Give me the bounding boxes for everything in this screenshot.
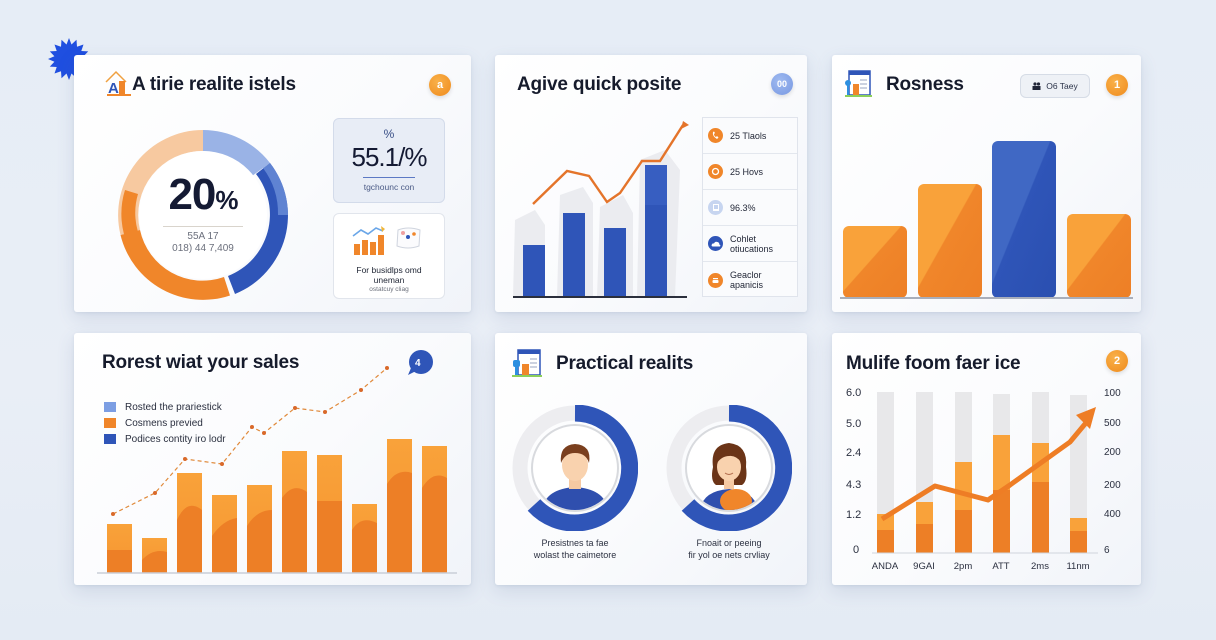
man-avatar-icon bbox=[542, 444, 608, 510]
target-icon bbox=[708, 164, 723, 179]
y-tick-left: 4.3 bbox=[846, 479, 862, 491]
notification-badge[interactable]: 1 bbox=[1106, 74, 1128, 96]
list-item[interactable]: 25 Hovs bbox=[703, 154, 797, 190]
info-text: For busidlps omd uneman bbox=[356, 265, 422, 285]
card-title: Rosness bbox=[886, 74, 964, 95]
card-title: Mulife foom faer ice bbox=[846, 353, 1021, 374]
legend-swatch bbox=[104, 434, 116, 444]
person-ring-chart-2 bbox=[666, 405, 792, 531]
y-tick-right: 100 bbox=[1104, 388, 1121, 399]
legend-swatch bbox=[104, 402, 116, 412]
chart-legend: Rosted the prariestick Cosmens previed P… bbox=[104, 399, 226, 447]
x-tick: 11nm bbox=[1066, 561, 1090, 572]
card-title: Rorest wiat your sales bbox=[102, 352, 300, 373]
y-tick-left: 5.0 bbox=[846, 418, 862, 430]
divider bbox=[163, 225, 243, 227]
sales-bar-line-chart bbox=[97, 366, 457, 574]
woman-avatar-icon bbox=[700, 443, 758, 510]
list-label: 25 Tlaols bbox=[730, 130, 767, 141]
card-title: Practical realits bbox=[556, 353, 694, 374]
donut-chart: 20% 55A 17 018) 44 7,409 bbox=[118, 130, 288, 300]
house-chart-logo-icon: A bbox=[105, 70, 131, 97]
x-tick: 2ms bbox=[1031, 561, 1049, 572]
tablet-device-icon bbox=[396, 227, 421, 249]
y-tick-left: 1.2 bbox=[846, 509, 862, 521]
person-ring-chart-1 bbox=[512, 405, 638, 531]
combo-bar-line-chart bbox=[872, 392, 1098, 554]
list-item[interactable]: Cohlet otiucations bbox=[703, 226, 797, 262]
svg-text:4: 4 bbox=[415, 358, 421, 369]
donut-sub-2: 018) 44 7,409 bbox=[172, 242, 234, 254]
filter-button[interactable]: O6 Taey bbox=[1020, 74, 1090, 98]
legend-label: Cosmens previed bbox=[125, 417, 203, 429]
donut-value: 20% bbox=[168, 169, 238, 219]
y-tick-left: 2.4 bbox=[846, 447, 862, 459]
list-label: 96.3% bbox=[730, 202, 756, 213]
legend-label: Rosted the prariestick bbox=[125, 401, 222, 413]
card-title: A tirie realite istels bbox=[132, 74, 296, 95]
bar-chart-trend-icon bbox=[352, 226, 385, 255]
donut-center: 20% 55A 17 018) 44 7,409 bbox=[118, 130, 288, 300]
stat-unit: % bbox=[383, 127, 395, 141]
people-icon bbox=[1032, 82, 1041, 90]
x-tick: 9GAI bbox=[913, 561, 935, 572]
info-sub: ostatcuy cliag bbox=[369, 286, 409, 293]
list-item[interactable]: Geaclor apanicis bbox=[703, 262, 797, 298]
document-icon bbox=[708, 200, 723, 215]
list-label: Geaclor apanicis bbox=[730, 270, 764, 290]
info-box: For busidlps omd uneman ostatcuy cliag bbox=[333, 213, 445, 299]
donut-sub-1: 55A 17 bbox=[187, 230, 219, 242]
y-tick-left: 0 bbox=[853, 544, 860, 556]
stat-caption: tgchounc con bbox=[363, 182, 415, 192]
notification-badge[interactable]: a bbox=[429, 74, 451, 96]
legend-item: Rosted the prariestick bbox=[104, 399, 226, 415]
metric-list: 25 Tlaols 25 Hovs 96.3% Cohlet otiucatio… bbox=[702, 117, 798, 297]
x-tick: ANDA bbox=[871, 561, 899, 572]
info-badge[interactable]: 00 bbox=[771, 73, 793, 95]
bar-chart bbox=[840, 141, 1133, 299]
card-title: Agive quick posite bbox=[517, 74, 682, 95]
list-label: Cohlet otiucations bbox=[730, 233, 774, 254]
list-item[interactable]: 96.3% bbox=[703, 190, 797, 226]
svg-text:A: A bbox=[108, 80, 119, 97]
person-caption-1: Presistnes ta fae wolast the caimetore bbox=[533, 538, 617, 560]
y-tick-right: 200 bbox=[1104, 480, 1121, 491]
phone-icon bbox=[708, 128, 723, 143]
y-tick-right: 400 bbox=[1104, 509, 1121, 520]
hand-icon bbox=[708, 272, 723, 288]
y-tick-right: 200 bbox=[1104, 447, 1121, 458]
stat-value: 55.1/% bbox=[351, 142, 428, 172]
notification-badge[interactable]: 2 bbox=[1106, 350, 1128, 372]
report-logo-icon bbox=[512, 349, 542, 377]
legend-item: Podices contity iro lodr bbox=[104, 431, 226, 447]
legend-label: Podices contity iro lodr bbox=[125, 433, 226, 445]
list-label: 25 Hovs bbox=[730, 166, 764, 177]
x-tick: 2pm bbox=[953, 561, 973, 572]
filter-button-label: O6 Taey bbox=[1046, 81, 1078, 91]
report-logo-icon bbox=[845, 70, 872, 97]
x-tick: ATT bbox=[992, 561, 1010, 572]
legend-item: Cosmens previed bbox=[104, 415, 226, 431]
stat-box: % 55.1/% tgchounc con bbox=[333, 118, 445, 203]
y-tick-left: 6.0 bbox=[846, 387, 862, 399]
bar-line-chart bbox=[513, 121, 689, 298]
person-caption-2: Fnoait or peeing fir yol oe nets crvliay bbox=[688, 538, 770, 560]
legend-swatch bbox=[104, 418, 116, 428]
divider bbox=[363, 177, 415, 178]
y-tick-right: 500 bbox=[1104, 418, 1121, 429]
donut-rings bbox=[118, 130, 288, 300]
chat-bubble-icon[interactable]: 4 bbox=[405, 348, 435, 378]
y-tick-right: 6 bbox=[1104, 545, 1110, 556]
list-item[interactable]: 25 Tlaols bbox=[703, 118, 797, 154]
cloud-icon bbox=[708, 236, 723, 251]
